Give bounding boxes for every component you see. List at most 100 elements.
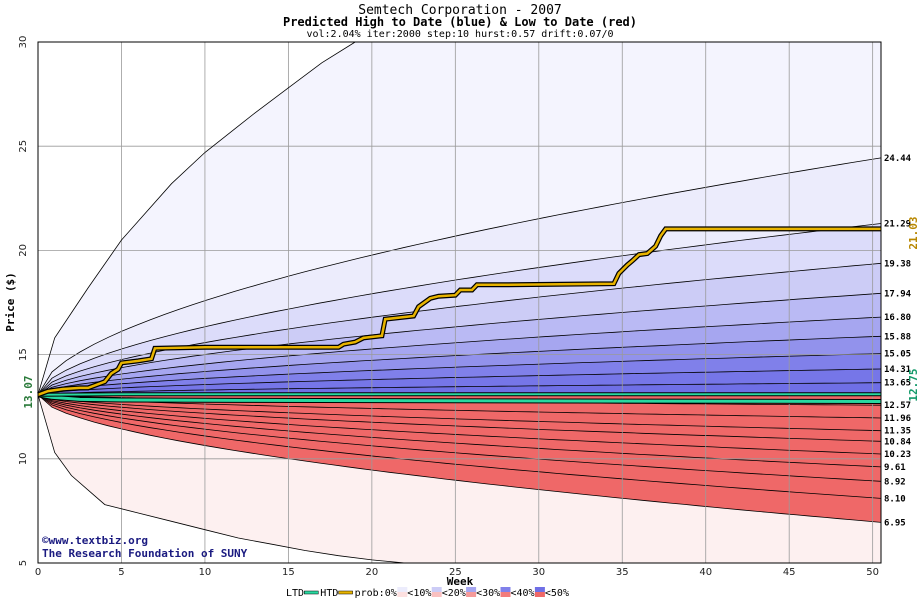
probability-bands (37, 42, 882, 563)
y-tick-label: 30 (18, 36, 29, 49)
band-boundary-line (37, 394, 882, 442)
high-outer-curve (37, 41, 356, 395)
band-boundary-line (37, 394, 882, 468)
band-boundary-line (37, 382, 882, 396)
credit-url: ©www.textbiz.org (42, 534, 148, 547)
right-band-labels: 24.44 21.29 19.38 17.94 16.80 15.88 15.05 14.31… (884, 154, 912, 528)
legend-band-label: <10% (407, 588, 431, 599)
high-band (38, 317, 881, 395)
legend-band-swatch-red (431, 592, 442, 597)
high-band (38, 293, 881, 395)
legend-band-swatch-red (500, 592, 511, 597)
y-tick-label: 20 (18, 244, 29, 257)
right-band-label: 6.95 (884, 518, 906, 528)
right-band-label: 11.35 (884, 427, 911, 437)
x-tick-labels: 0 5 10 15 20 25 30 35 40 45 50 (35, 567, 879, 578)
legend-band-swatch-blue (534, 587, 545, 592)
series-lines (37, 226, 882, 404)
y-tick-label: 5 (18, 560, 29, 566)
legend-band-label: <50% (545, 588, 569, 599)
right-band-label: 24.44 (884, 154, 912, 164)
right-band-label: 15.05 (884, 350, 911, 360)
right-band-label: 16.80 (884, 313, 911, 323)
legend-band-swatch-red (466, 592, 477, 597)
band-boundary-line (37, 292, 882, 396)
y-tick-label: 25 (18, 140, 29, 153)
high-band (38, 157, 881, 395)
high-band (38, 223, 881, 395)
legend-htd-label: HTD (320, 588, 338, 599)
high-band (38, 369, 881, 395)
right-band-label: 11.96 (884, 414, 911, 424)
legend-band-swatch-blue (431, 587, 442, 592)
x-tick-label: 5 (118, 567, 124, 578)
right-band-label: 17.94 (884, 289, 912, 299)
chart-title: Semtech Corporation - 2007 (358, 3, 562, 18)
y-tick-label: 15 (18, 348, 29, 361)
legend-band-swatch-red (534, 592, 545, 597)
legend-band-swatch-blue (397, 587, 408, 592)
x-tick-label: 25 (449, 567, 462, 578)
right-band-label: 10.23 (884, 450, 911, 460)
y-axis-label: Price ($) (4, 272, 17, 332)
right-band-label: 12.57 (884, 401, 911, 411)
right-band-label: 10.84 (884, 437, 912, 447)
high-band (38, 353, 881, 395)
start-price-label: 13.07 (22, 375, 35, 408)
right-band-label: 9.61 (884, 463, 906, 473)
x-tick-label: 10 (199, 567, 212, 578)
legend: LTD HTD prob:0% <10% <20% <30% <40% <50% (286, 587, 569, 599)
right-band-label: 8.10 (884, 494, 906, 504)
band-boundary-line (37, 394, 882, 499)
x-tick-label: 45 (783, 567, 796, 578)
credit-org: The Research Foundation of SUNY (42, 547, 248, 560)
high-band (38, 336, 881, 395)
band-boundary-line (37, 316, 882, 396)
plot-frame (37, 41, 882, 564)
right-band-label: 19.38 (884, 259, 911, 269)
ltd-line (37, 393, 882, 403)
x-axis-label: Week (447, 575, 474, 588)
right-band-label: 15.88 (884, 332, 911, 342)
legend-band-swatch-red (397, 592, 408, 597)
end-high-label: 21.03 (907, 216, 920, 249)
band-boundary-line (37, 353, 882, 396)
outer-boundary-curves (37, 41, 406, 564)
x-tick-label: 20 (365, 567, 378, 578)
x-tick-label: 50 (866, 567, 879, 578)
legend-band-swatch-blue (466, 587, 477, 592)
band-boundary-line (37, 335, 882, 396)
htd-line (37, 227, 881, 396)
legend-band-label: <40% (511, 588, 535, 599)
legend-band-swatch-blue (500, 587, 511, 592)
right-band-label: 21.29 (884, 220, 911, 230)
x-tick-label: 0 (35, 567, 41, 578)
high-band (38, 382, 881, 395)
x-tick-label: 35 (616, 567, 629, 578)
band-boundary-line (37, 157, 882, 396)
chart-params: vol:2.04% iter:2000 step:10 hurst:0.57 d… (306, 29, 613, 40)
band-boundary-line (37, 223, 882, 396)
band-boundary-line (37, 394, 882, 523)
band-boundary-line (37, 394, 882, 455)
legend-htd-swatch (338, 590, 353, 595)
band-boundary-line (37, 368, 882, 396)
band-boundary-line (37, 394, 882, 432)
y-tick-label: 10 (18, 452, 29, 465)
legend-band-label: <20% (442, 588, 466, 599)
end-low-label: 12.75 (907, 368, 920, 401)
x-tick-label: 40 (699, 567, 712, 578)
band-boundary-line (37, 394, 882, 419)
legend-prob-label: prob:0% (355, 588, 397, 599)
y-tick-labels: 5 10 15 20 25 30 (18, 36, 29, 567)
legend-ltd-label: LTD (286, 588, 304, 599)
grid-lines (37, 41, 881, 564)
low-outer-curve (37, 394, 406, 564)
legend-ltd-swatch (304, 590, 319, 595)
x-tick-label: 30 (532, 567, 545, 578)
htd-prob-line (37, 393, 881, 396)
legend-band-label: <30% (476, 588, 500, 599)
high-band (38, 263, 881, 395)
right-band-label: 13.65 (884, 379, 911, 389)
